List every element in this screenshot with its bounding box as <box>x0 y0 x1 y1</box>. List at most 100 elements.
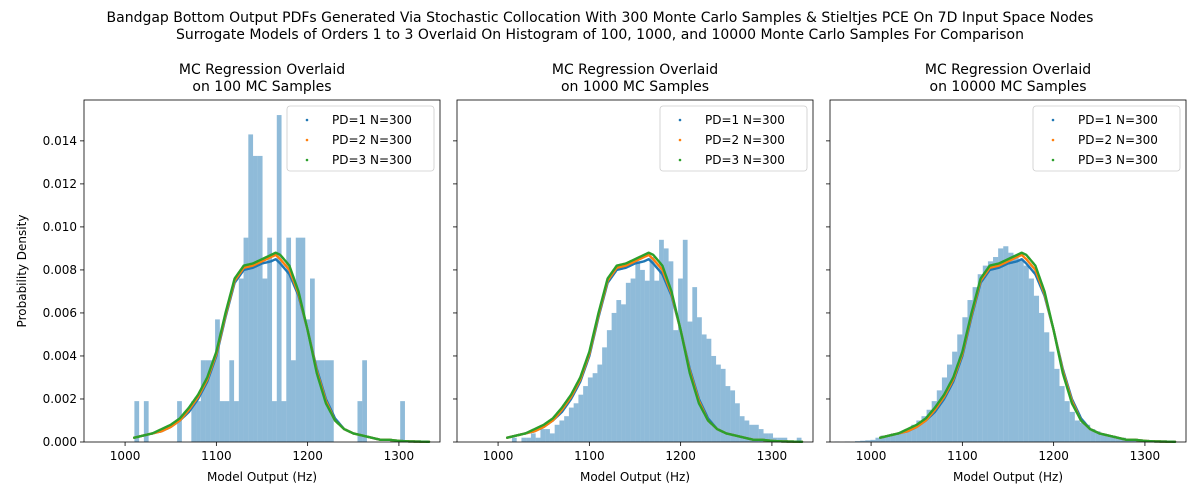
histogram-bar <box>890 433 896 442</box>
axes-frame <box>456 99 814 443</box>
series-line-pd3 <box>506 251 804 443</box>
legend-label: PD=3 N=300 <box>332 153 412 167</box>
histogram-bar <box>215 319 220 442</box>
histogram-bar <box>635 261 641 442</box>
x-tick-label: 1200 <box>292 449 323 463</box>
panel-title-line1: MC Regression Overlaid <box>179 62 345 78</box>
histogram-bar <box>982 265 988 442</box>
y-tick-label: 0.012 <box>43 177 77 191</box>
histogram-bar <box>1008 252 1014 442</box>
histogram-bar <box>219 401 225 442</box>
histogram-bar <box>1079 422 1086 442</box>
histogram-bar <box>616 300 622 442</box>
histogram-bar <box>735 403 740 442</box>
histogram-bar <box>597 364 603 442</box>
histogram-bar <box>967 300 973 442</box>
histogram-bar <box>1105 435 1111 442</box>
histogram-bar <box>1059 386 1065 442</box>
legend-marker <box>1051 138 1055 142</box>
histogram-bar <box>248 134 254 443</box>
histogram-bar <box>1054 368 1060 442</box>
panel-title-line2: on 100 MC Samples <box>192 79 331 95</box>
histogram-bar <box>870 439 876 442</box>
histogram-bar <box>649 257 655 442</box>
x-tick-label: 1200 <box>1038 449 1069 463</box>
histogram-bar <box>329 360 334 442</box>
histogram-bar <box>602 347 607 442</box>
y-tick-label: 0.006 <box>43 306 77 320</box>
histogram-bar <box>773 437 778 442</box>
histogram-bar <box>1039 312 1045 442</box>
histogram-bar <box>234 401 239 442</box>
histogram-bar <box>272 401 277 442</box>
y-tick-label: 0.000 <box>43 435 77 449</box>
histogram-bar <box>281 401 287 442</box>
histogram-bar <box>578 394 584 442</box>
histogram-bar <box>744 420 750 442</box>
histogram-bar <box>682 239 688 442</box>
histogram-bar <box>1028 278 1034 442</box>
histogram-bar <box>621 304 626 442</box>
histogram-bar <box>573 403 579 442</box>
legend-marker <box>1051 118 1055 122</box>
histogram-bar <box>191 401 197 442</box>
legend-label: PD=1 N=300 <box>332 113 412 127</box>
histogram-bar <box>526 437 531 442</box>
y-tick-label: 0.010 <box>43 220 77 234</box>
histogram-bar <box>521 437 527 442</box>
histogram-bar <box>998 248 1004 442</box>
histogram-bar <box>1023 265 1029 442</box>
histogram-bar <box>1064 401 1070 442</box>
histogram-bar <box>134 401 140 442</box>
histogram-bar <box>200 360 206 442</box>
histogram-bar <box>1044 332 1050 442</box>
legend-label: PD=3 N=300 <box>705 153 785 167</box>
histogram-bar <box>941 377 948 442</box>
series-line-pd3 <box>133 251 431 443</box>
histogram-bar <box>592 373 598 442</box>
legend-marker <box>305 138 309 142</box>
x-tick-label: 1300 <box>757 449 788 463</box>
legend-label: PD=3 N=300 <box>1078 153 1158 167</box>
histogram-bar <box>535 437 541 442</box>
histogram-bar <box>262 278 268 442</box>
histogram-bar <box>972 287 978 442</box>
panel-title-line1: MC Regression Overlaid <box>925 62 1091 78</box>
histogram-bar <box>564 416 569 442</box>
histogram-bar <box>229 360 235 442</box>
x-axis-label: Model Output (Hz) <box>207 470 317 484</box>
histogram-bar <box>906 429 912 442</box>
legend-label: PD=1 N=300 <box>705 113 785 127</box>
histogram-bar <box>921 416 927 442</box>
histogram-bar <box>885 435 891 442</box>
histogram-bar <box>895 433 902 442</box>
y-tick-label: 0.004 <box>43 349 77 363</box>
histogram-bar <box>663 248 669 442</box>
histogram-bar <box>545 429 550 442</box>
histogram-bar <box>644 280 650 442</box>
histogram-bar <box>583 386 588 442</box>
histogram-bar <box>901 431 907 442</box>
histogram-bar <box>1074 420 1080 442</box>
x-tick-label: 1000 <box>483 449 514 463</box>
histogram-bar <box>243 237 249 442</box>
legend-marker <box>305 118 309 122</box>
histogram-bar <box>749 424 755 442</box>
histogram-bar <box>630 278 636 442</box>
histogram-bar <box>673 330 679 442</box>
histogram-bar <box>210 360 216 442</box>
histogram-bar <box>860 440 866 442</box>
histogram-bar <box>362 360 367 442</box>
histogram-bar <box>916 420 922 442</box>
histogram-bar <box>777 437 783 442</box>
histogram-bar <box>880 435 886 442</box>
histogram-bar <box>962 317 968 442</box>
histogram-bar <box>319 360 325 442</box>
y-tick-label: 0.002 <box>43 392 77 406</box>
legend-marker <box>305 158 309 162</box>
histogram-bar <box>1085 424 1091 442</box>
histogram-bar <box>711 355 717 442</box>
axes-frame <box>829 99 1187 443</box>
histogram-bar <box>357 401 363 442</box>
